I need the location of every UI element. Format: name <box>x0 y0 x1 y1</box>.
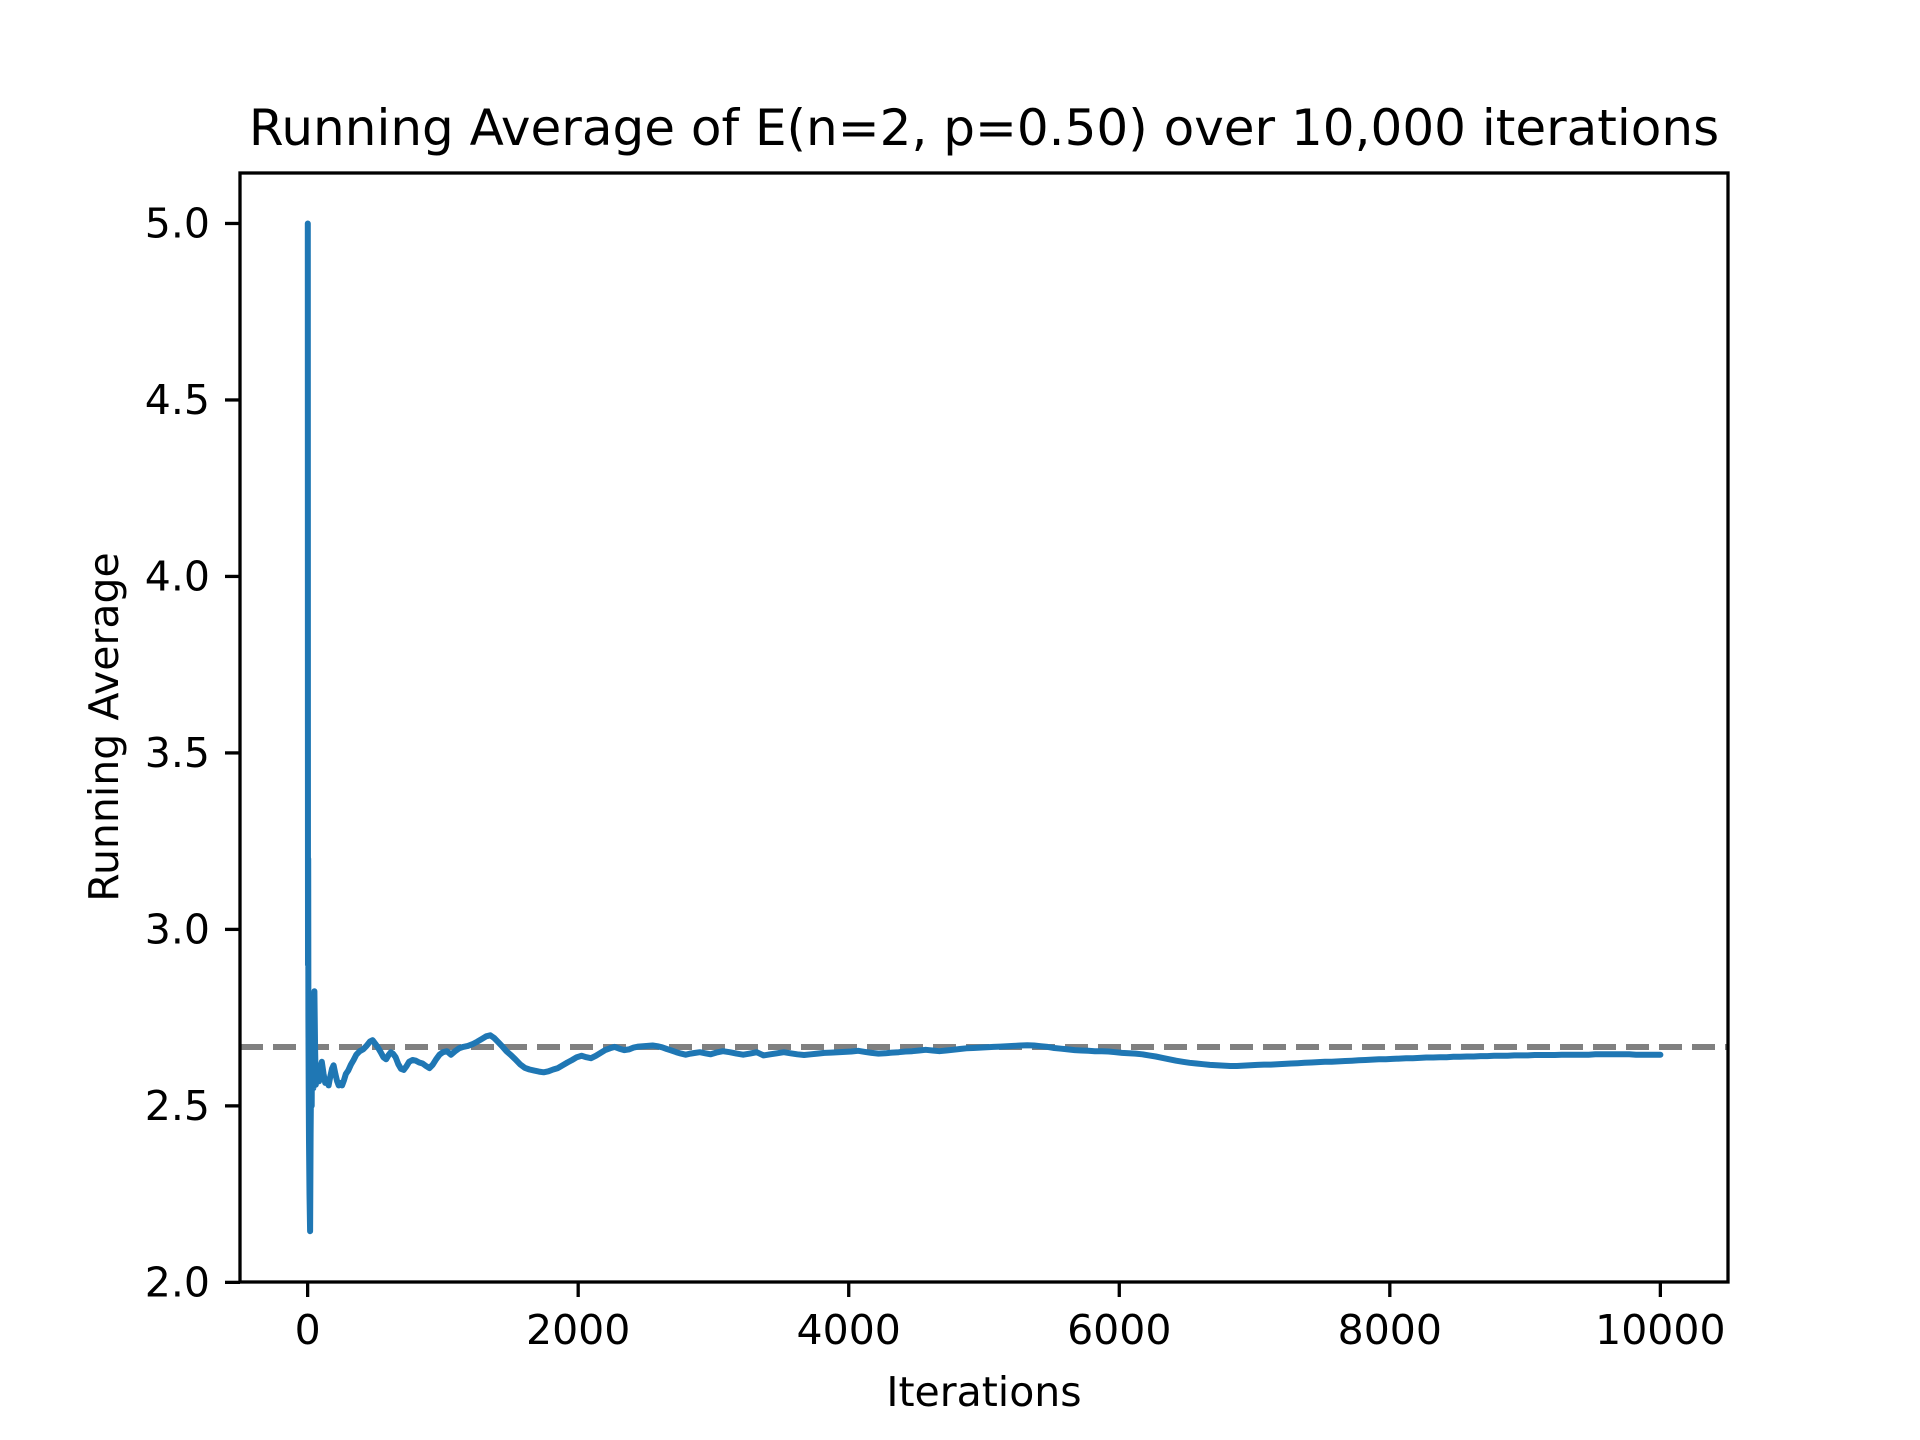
x-tick-label: 6000 <box>1067 1306 1171 1354</box>
y-tick-label: 2.5 <box>145 1082 210 1130</box>
y-tick-label: 4.0 <box>145 552 210 600</box>
x-tick-label: 4000 <box>797 1306 901 1354</box>
plot-border <box>238 171 1730 1284</box>
y-tick-label: 5.0 <box>145 199 210 247</box>
y-tick-label: 2.0 <box>145 1258 210 1306</box>
plot-area: 0 2000 4000 6000 8000 10000 2.0 2.5 3.0 3.5 4.0 4.5… <box>145 171 1730 1354</box>
chart-title: Running Average of E(n=2, p=0.50) over 1… <box>249 99 1719 157</box>
running-average-line <box>304 220 1664 1235</box>
x-tick-label: 8000 <box>1338 1306 1442 1354</box>
x-tick-label: 10000 <box>1595 1306 1725 1354</box>
y-tick-label: 3.5 <box>145 729 210 777</box>
x-tick-label: 2000 <box>526 1306 630 1354</box>
y-axis-label: Running Average <box>80 552 128 901</box>
y-tick-label: 3.0 <box>145 905 210 953</box>
y-tick-label: 4.5 <box>145 376 210 424</box>
x-tick-label: 0 <box>295 1306 321 1354</box>
x-axis-label: Iterations <box>886 1368 1081 1416</box>
